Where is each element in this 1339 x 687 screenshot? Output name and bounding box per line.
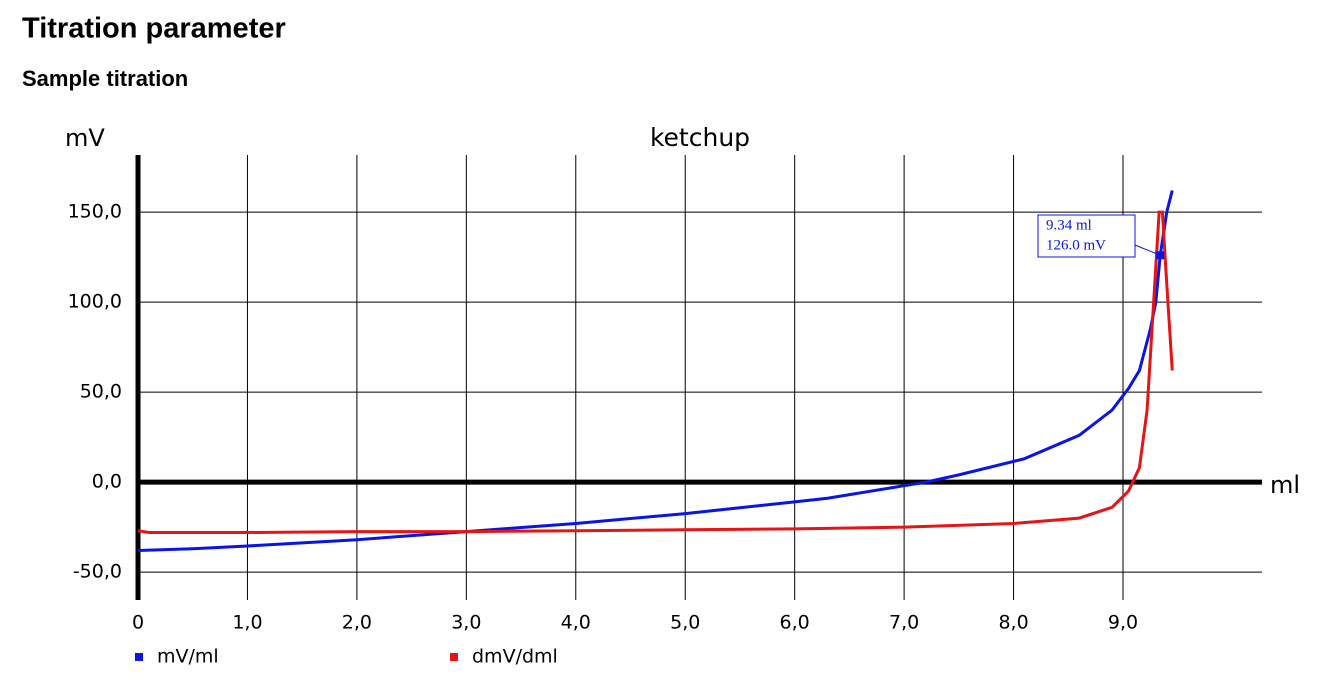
annotation-box — [1037, 214, 1136, 258]
x-tick-label: 8,0 — [998, 612, 1028, 634]
x-axis-label: ml — [1270, 471, 1300, 499]
y-tick-label: 150,0 — [68, 201, 122, 223]
annotation-label: 126.0 mV — [1046, 237, 1106, 253]
y-tick-label: 100,0 — [68, 291, 122, 313]
annotation-leader — [1134, 244, 1161, 256]
x-tick-label: 5,0 — [670, 612, 700, 634]
y-tick-label: -50,0 — [73, 561, 122, 583]
page-title: Titration parameter — [22, 13, 286, 45]
series-line — [137, 210, 1174, 534]
y-axis-label: mV — [65, 124, 105, 152]
x-tick-label: 2,0 — [342, 612, 372, 634]
annotation-label: 9.34 ml — [1046, 217, 1092, 233]
x-tick-label: 7,0 — [889, 612, 919, 634]
x-tick-label: 9,0 — [1108, 612, 1138, 634]
x-tick-label: 3,0 — [451, 612, 481, 634]
x-tick-label: 1,0 — [232, 612, 262, 634]
x-tick-label: 4,0 — [561, 612, 591, 634]
annotation-point — [1156, 251, 1165, 260]
section-title: Sample titration — [22, 66, 188, 91]
x-tick-label: 0 — [132, 612, 144, 634]
legend-swatch — [135, 653, 143, 661]
legend-label: mV/ml — [157, 646, 219, 668]
y-tick-label: 0,0 — [92, 471, 122, 493]
legend-swatch — [450, 653, 458, 661]
x-tick-label: 6,0 — [780, 612, 810, 634]
chart-title: ketchup — [650, 123, 750, 152]
legend-label: dmV/dml — [472, 646, 558, 668]
series-line — [137, 190, 1174, 552]
y-tick-label: 50,0 — [80, 381, 122, 403]
